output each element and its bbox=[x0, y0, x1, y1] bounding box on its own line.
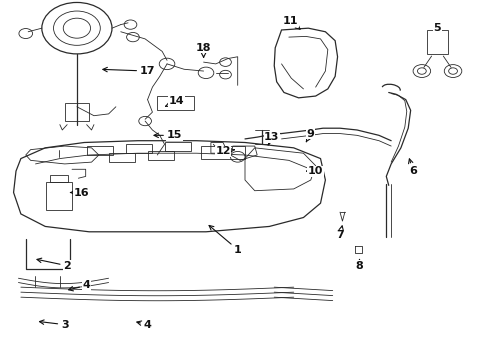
Text: 10: 10 bbox=[307, 166, 323, 176]
Text: 5: 5 bbox=[434, 23, 441, 33]
Text: 4: 4 bbox=[69, 280, 91, 291]
Text: 6: 6 bbox=[409, 159, 417, 176]
Text: 15: 15 bbox=[154, 130, 182, 140]
Text: 11: 11 bbox=[283, 16, 300, 29]
Text: 17: 17 bbox=[103, 66, 155, 76]
Bar bbox=[427, 30, 448, 54]
Text: 9: 9 bbox=[306, 129, 315, 142]
Text: 4: 4 bbox=[137, 320, 151, 330]
Text: 1: 1 bbox=[209, 225, 242, 255]
Text: 13: 13 bbox=[264, 132, 279, 145]
Bar bbox=[157, 96, 194, 110]
Text: 16: 16 bbox=[71, 188, 90, 198]
Text: 2: 2 bbox=[37, 258, 71, 271]
Text: 18: 18 bbox=[196, 43, 211, 57]
Text: 14: 14 bbox=[166, 96, 185, 107]
Text: 8: 8 bbox=[356, 260, 364, 271]
Text: 7: 7 bbox=[336, 226, 344, 240]
Text: 12: 12 bbox=[215, 147, 234, 157]
Text: 3: 3 bbox=[40, 320, 69, 330]
